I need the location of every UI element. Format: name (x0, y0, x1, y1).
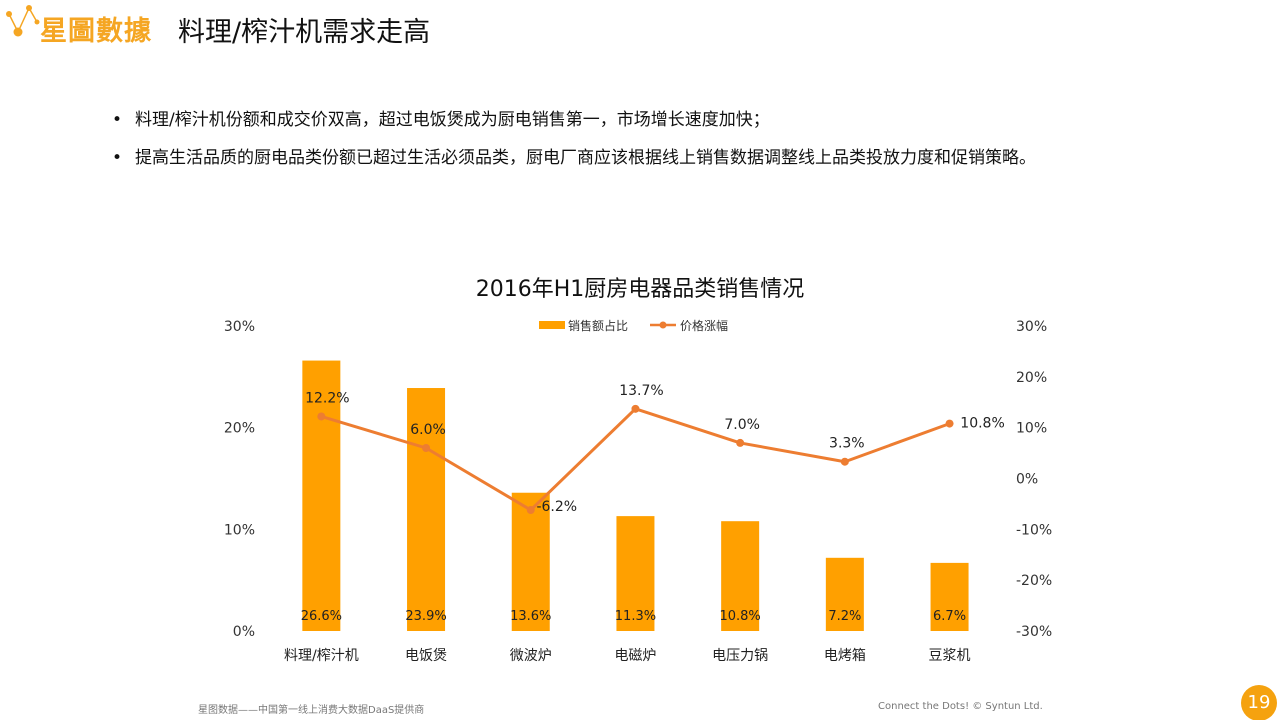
line-data-label: 12.2% (305, 390, 349, 406)
bar (302, 360, 341, 631)
y-right-tick-label: -30% (1016, 624, 1052, 640)
footer-copyright: Connect the Dots! © Syntun Ltd. (878, 701, 1043, 712)
line-data-label: 7.0% (724, 417, 760, 433)
y-left-tick-label: 10% (224, 522, 255, 538)
legend-bar-swatch (539, 321, 565, 329)
x-tick-label: 微波炉 (510, 648, 552, 664)
legend-line-label: 价格涨幅 (680, 318, 728, 333)
bullet-item: • 料理/榨汁机份额和成交价双高，超过电饭煲成为厨电销售第一，市场增长速度加快； (110, 108, 1036, 132)
bar-data-label: 6.7% (933, 609, 966, 624)
bar (930, 562, 969, 631)
bar (721, 521, 760, 631)
bullet-text: 料理/榨汁机份额和成交价双高，超过电饭煲成为厨电销售第一，市场增长速度加快； (135, 110, 770, 130)
bullet-text: 提高生活品质的厨电品类份额已超过生活必须品类，厨电厂商应该根据线上销售数据调整线… (135, 148, 1036, 168)
line-data-label: 6.0% (410, 422, 446, 438)
line-data-label: -6.2% (536, 499, 577, 515)
bar-data-label: 11.3% (615, 609, 656, 624)
line-point (945, 419, 954, 428)
line-data-label: 3.3% (829, 436, 865, 452)
line-point (317, 412, 326, 421)
y-left-tick-label: 20% (224, 421, 255, 437)
page-title: 料理/榨汁机需求走高 (178, 17, 431, 48)
line-point (840, 457, 849, 466)
logo-icon (6, 5, 40, 37)
bar (407, 388, 446, 631)
bar-data-label: 7.2% (828, 609, 861, 624)
bar-data-label: 26.6% (301, 609, 342, 624)
x-tick-label: 电饭煲 (405, 647, 447, 664)
x-tick-label: 豆浆机 (929, 648, 971, 664)
bar (511, 492, 550, 631)
line-point (526, 506, 535, 515)
bar (616, 516, 655, 631)
bullet-item: • 提高生活品质的厨电品类份额已超过生活必须品类，厨电厂商应该根据线上销售数据调… (110, 146, 1036, 170)
line-data-label: 13.7% (619, 383, 663, 399)
x-tick-label: 料理/榨汁机 (284, 647, 359, 664)
y-left-tick-label: 30% (224, 319, 255, 335)
y-right-tick-label: 10% (1016, 421, 1047, 437)
x-tick-label: 电磁炉 (614, 648, 656, 664)
bar (825, 557, 864, 631)
bullet-dot: • (112, 148, 123, 168)
brand-name: 星圖數據 (40, 16, 152, 47)
y-right-tick-label: -10% (1016, 522, 1052, 538)
line-data-label: 10.8% (960, 416, 1004, 432)
bar-data-label: 13.6% (510, 609, 551, 624)
footer-tagline: 星图数据——中国第一线上消费大数据DaaS提供商 (198, 705, 425, 716)
y-right-tick-label: 0% (1016, 472, 1038, 488)
legend-line-marker (659, 321, 667, 329)
x-tick-label: 电压力锅 (712, 648, 768, 664)
y-right-tick-label: 20% (1016, 370, 1047, 386)
bar-data-label: 10.8% (719, 609, 760, 624)
y-right-tick-label: 30% (1016, 319, 1047, 335)
y-right-tick-label: -20% (1016, 573, 1052, 589)
bullet-dot: • (112, 110, 123, 130)
line-point (631, 404, 640, 413)
x-tick-label: 电烤箱 (824, 648, 866, 664)
y-left-tick-label: 0% (233, 624, 255, 640)
bar-data-label: 23.9% (405, 609, 446, 624)
bullet-list: • 料理/榨汁机份额和成交价双高，超过电饭煲成为厨电销售第一，市场增长速度加快；… (110, 108, 1036, 184)
page-number-badge: 19 (1241, 685, 1277, 720)
line-point (736, 438, 745, 447)
chart-title: 2016年H1厨房电器品类销售情况 (476, 277, 805, 302)
line-point (422, 444, 431, 452)
legend-bar-label: 销售额占比 (568, 318, 628, 333)
